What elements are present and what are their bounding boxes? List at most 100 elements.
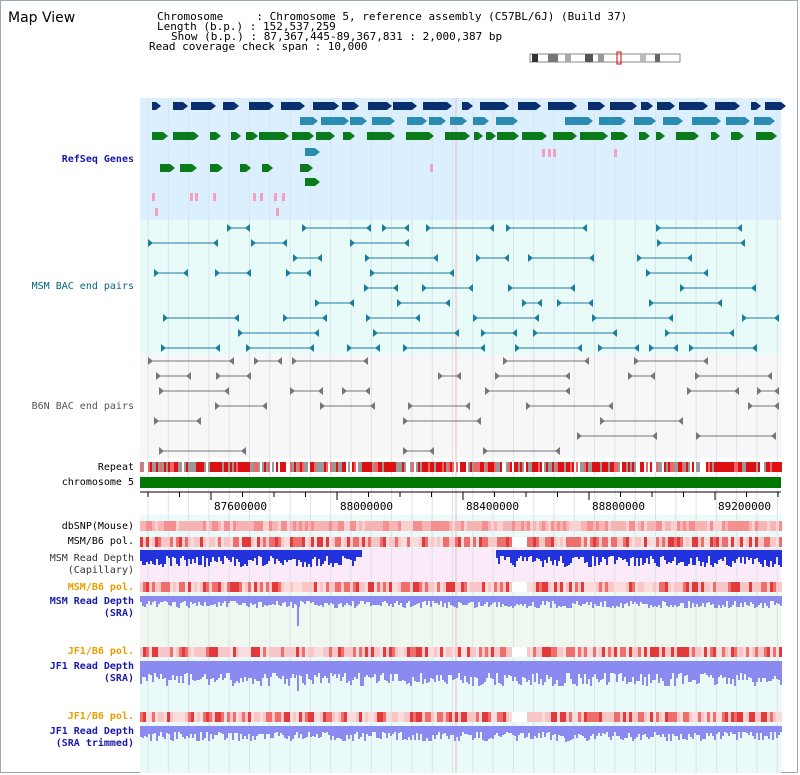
heat-cell xyxy=(371,582,374,592)
heat-cell xyxy=(701,712,704,722)
depth-bar xyxy=(294,550,296,559)
heat-cell xyxy=(647,647,650,657)
depth-bar xyxy=(580,726,582,735)
repeat-cell xyxy=(374,462,376,472)
heat-cell xyxy=(773,521,776,531)
heat-cell xyxy=(716,712,719,722)
depth-bar xyxy=(156,550,158,559)
heat-cell xyxy=(635,712,638,722)
repeat-cell xyxy=(716,462,718,472)
depth-bar xyxy=(628,596,630,606)
gene-block xyxy=(754,117,770,125)
heat-cell xyxy=(695,521,698,531)
track-label-jf1-b6-pol-1[interactable]: JF1/B6 pol. xyxy=(67,646,134,657)
depth-bar xyxy=(594,596,596,604)
track-label-msm-b6-pol-2[interactable]: MSM/B6 pol. xyxy=(67,582,134,593)
track-label-msm-bac[interactable]: MSM BAC end pairs xyxy=(31,281,134,292)
depth-bar xyxy=(706,726,708,733)
repeat-cell xyxy=(700,462,702,472)
repeat-cell xyxy=(508,462,510,472)
depth-bar xyxy=(326,726,328,732)
heat-cell xyxy=(614,582,617,592)
gene-block xyxy=(715,102,735,110)
gene-arrow xyxy=(344,117,349,125)
heat-cell xyxy=(275,712,278,722)
track-label-jf1-depth[interactable]: JF1 Read Depth xyxy=(49,661,134,672)
heat-cell xyxy=(194,521,197,531)
heat-cell xyxy=(260,521,263,531)
depth-bar xyxy=(606,550,608,565)
depth-bar xyxy=(376,661,378,683)
heat-cell xyxy=(647,582,650,592)
repeat-cell xyxy=(296,462,298,472)
depth-bar xyxy=(658,550,660,567)
track-label-refseq[interactable]: RefSeq Genes xyxy=(61,154,134,165)
track-label-msm-b6-pol-1[interactable]: MSM/B6 pol. xyxy=(67,536,134,547)
heat-cell xyxy=(677,582,680,592)
repeat-cell xyxy=(776,462,778,472)
gene-arrow xyxy=(236,132,241,140)
heat-cell xyxy=(170,537,173,547)
depth-bar xyxy=(250,661,252,678)
heat-cell xyxy=(725,582,728,592)
heat-cell xyxy=(581,647,584,657)
repeat-cell xyxy=(680,462,682,472)
heat-cell xyxy=(413,521,416,531)
depth-bar xyxy=(296,726,298,732)
heat-cell xyxy=(698,712,701,722)
heat-cell xyxy=(692,582,695,592)
depth-bar xyxy=(692,596,694,603)
depth-bar xyxy=(672,550,674,561)
heat-cell xyxy=(308,521,311,531)
heat-cell xyxy=(191,712,194,722)
track-label-jf1-depth-trim[interactable]: JF1 Read Depth xyxy=(49,726,134,737)
track-label-jf1-b6-pol-2[interactable]: JF1/B6 pol. xyxy=(67,711,134,722)
depth-bar xyxy=(636,661,638,681)
gene-arrow xyxy=(218,164,223,172)
heat-cell xyxy=(287,537,290,547)
heat-cell xyxy=(278,521,281,531)
heat-cell xyxy=(692,521,695,531)
bac-end-marker xyxy=(229,357,234,365)
track-label-msm-depth-sra[interactable]: MSM Read Depth xyxy=(49,596,134,607)
depth-bar xyxy=(250,596,252,603)
heat-cell xyxy=(767,712,770,722)
track-label-b6n-bac[interactable]: B6N BAC end pairs xyxy=(31,401,134,412)
track-label-chromosome[interactable]: chromosome 5 xyxy=(61,477,134,488)
gene-arrow xyxy=(429,132,434,140)
chromosome-info: Chromosome : Chromosome 5, reference ass… xyxy=(157,10,628,23)
repeat-cell xyxy=(292,462,294,472)
heat-cell xyxy=(566,521,569,531)
depth-bar xyxy=(670,726,672,741)
repeat-cell xyxy=(692,462,694,472)
repeat-cell xyxy=(174,462,176,472)
depth-bar xyxy=(522,661,524,677)
track-label-dbsnp[interactable]: dbSNP(Mouse) xyxy=(61,521,134,532)
depth-bar xyxy=(538,661,540,684)
heat-cell xyxy=(446,521,449,531)
heat-cell xyxy=(770,537,773,547)
heat-cell xyxy=(704,647,707,657)
heat-cell xyxy=(764,582,767,592)
depth-bar xyxy=(570,661,572,679)
depth-bar xyxy=(176,550,178,564)
depth-bar xyxy=(348,596,350,605)
heat-cell xyxy=(512,521,515,531)
pink-feature xyxy=(282,193,285,201)
heat-cell xyxy=(272,521,275,531)
bac-end-marker xyxy=(555,447,560,455)
heat-cell xyxy=(383,521,386,531)
heat-cell xyxy=(740,582,743,592)
depth-bar xyxy=(496,661,498,673)
depth-bar xyxy=(644,726,646,734)
repeat-cell xyxy=(442,462,444,472)
heat-cell xyxy=(338,712,341,722)
bac-end-marker xyxy=(533,329,538,337)
gene-arrow xyxy=(739,132,744,140)
track-label-msm-depth-capillary[interactable]: MSM Read Depth xyxy=(49,553,134,564)
repeat-cell xyxy=(360,462,362,472)
heat-cell xyxy=(440,537,443,547)
heat-cell xyxy=(473,521,476,531)
track-label-repeat[interactable]: Repeat xyxy=(97,462,134,473)
